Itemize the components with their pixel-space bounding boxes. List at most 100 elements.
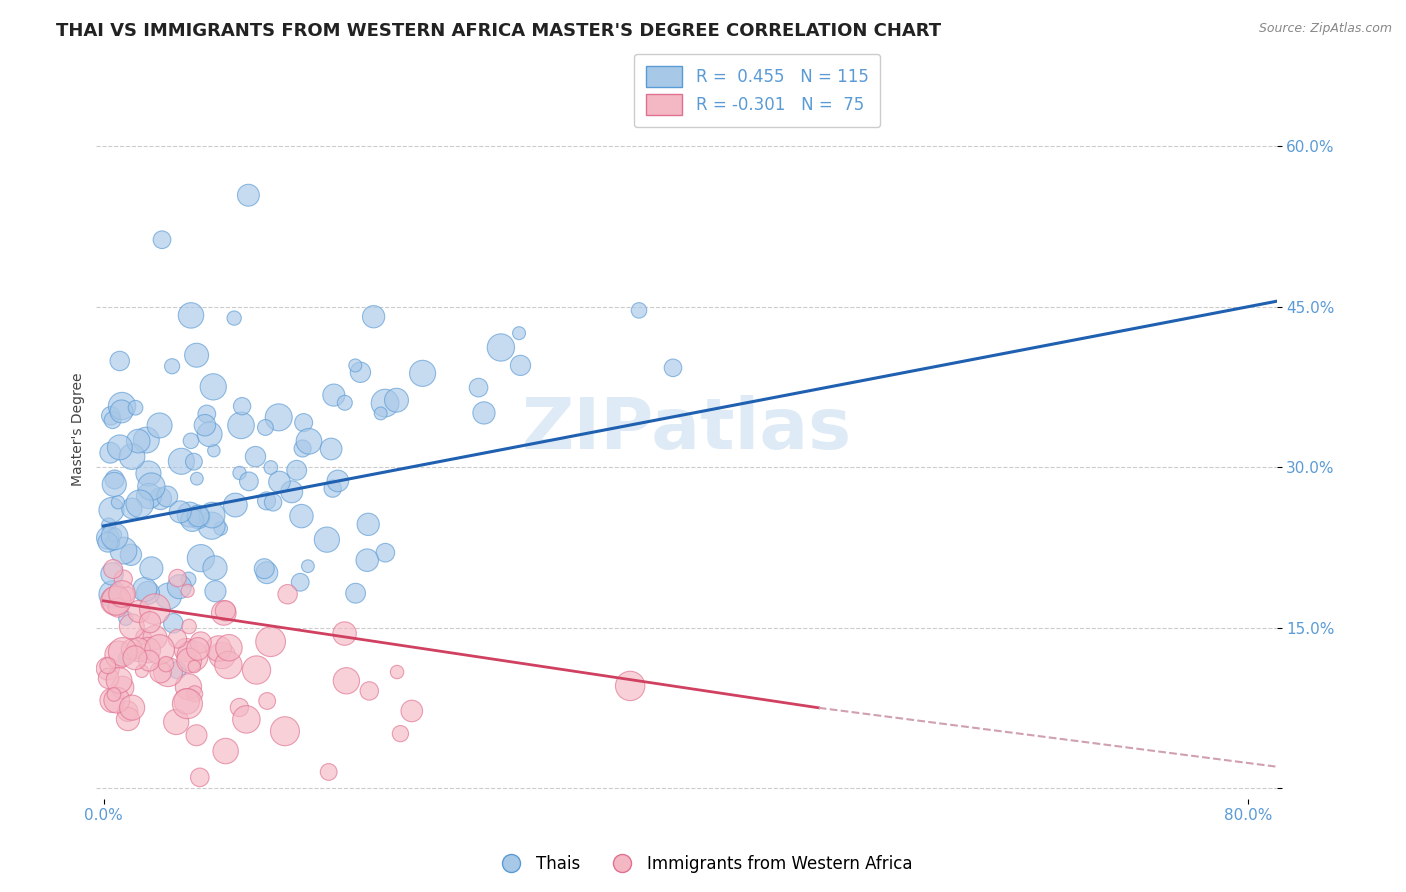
Point xyxy=(108,441,131,455)
Point xyxy=(467,381,489,395)
Point xyxy=(627,303,650,318)
Point xyxy=(169,580,191,594)
Point xyxy=(180,309,202,323)
Point xyxy=(128,497,150,511)
Point xyxy=(202,443,225,458)
Point xyxy=(112,543,135,558)
Point xyxy=(101,536,124,550)
Point xyxy=(120,548,142,562)
Point xyxy=(224,311,246,326)
Point xyxy=(177,619,200,633)
Point xyxy=(108,354,131,368)
Point xyxy=(186,348,208,362)
Point xyxy=(166,571,188,585)
Point xyxy=(256,494,278,508)
Y-axis label: Master's Degree: Master's Degree xyxy=(72,373,86,486)
Point xyxy=(132,630,155,644)
Point xyxy=(179,654,201,668)
Point xyxy=(217,658,239,673)
Point xyxy=(190,635,212,649)
Point xyxy=(135,433,157,447)
Point xyxy=(104,529,127,543)
Point xyxy=(619,679,641,693)
Point xyxy=(103,477,125,491)
Point xyxy=(138,489,160,503)
Point xyxy=(117,704,139,718)
Point xyxy=(100,503,122,517)
Point xyxy=(224,498,246,512)
Point xyxy=(121,700,143,714)
Point xyxy=(141,479,163,493)
Point xyxy=(128,604,150,618)
Point xyxy=(298,434,321,449)
Point xyxy=(117,712,139,726)
Point xyxy=(114,651,136,665)
Point xyxy=(165,714,187,729)
Point xyxy=(101,566,124,581)
Point xyxy=(385,665,408,679)
Point xyxy=(104,528,127,542)
Point xyxy=(183,455,205,469)
Point xyxy=(209,522,232,536)
Point xyxy=(374,546,396,560)
Point xyxy=(253,562,276,576)
Point xyxy=(105,693,128,707)
Point xyxy=(389,726,412,740)
Point xyxy=(128,642,150,657)
Point xyxy=(357,517,380,532)
Point xyxy=(318,764,340,779)
Point xyxy=(181,649,204,664)
Point xyxy=(176,697,198,711)
Point xyxy=(245,450,267,464)
Legend: R =  0.455   N = 115, R = -0.301   N =  75: R = 0.455 N = 115, R = -0.301 N = 75 xyxy=(634,54,880,127)
Point xyxy=(262,495,284,509)
Point xyxy=(187,642,209,657)
Point xyxy=(321,442,343,456)
Point xyxy=(104,594,127,608)
Point xyxy=(150,233,173,247)
Point xyxy=(200,518,222,533)
Point xyxy=(177,573,200,587)
Point xyxy=(176,694,198,708)
Point xyxy=(363,310,385,324)
Point xyxy=(322,482,344,496)
Point xyxy=(187,509,209,524)
Point xyxy=(166,663,188,677)
Point xyxy=(179,508,201,522)
Point xyxy=(201,508,224,522)
Point xyxy=(228,466,250,480)
Point xyxy=(97,662,120,676)
Point xyxy=(136,643,159,657)
Point xyxy=(214,604,236,618)
Point xyxy=(127,434,149,449)
Point xyxy=(190,551,212,566)
Point xyxy=(162,616,184,631)
Point xyxy=(107,648,129,662)
Point xyxy=(204,584,226,599)
Point xyxy=(260,460,283,475)
Point xyxy=(108,673,131,688)
Point xyxy=(385,393,408,408)
Point xyxy=(280,484,302,499)
Point xyxy=(202,380,225,394)
Point xyxy=(107,495,129,509)
Point xyxy=(111,399,134,413)
Point xyxy=(292,416,315,430)
Point xyxy=(141,561,163,575)
Point xyxy=(149,491,172,506)
Point xyxy=(121,642,143,657)
Point xyxy=(194,418,217,433)
Point xyxy=(97,535,120,549)
Point xyxy=(169,505,191,519)
Point xyxy=(111,681,134,695)
Point xyxy=(235,713,257,727)
Point xyxy=(139,615,162,630)
Point xyxy=(277,587,299,601)
Point xyxy=(274,724,297,739)
Point xyxy=(401,704,423,718)
Point xyxy=(97,658,120,673)
Point xyxy=(124,650,146,665)
Point xyxy=(166,632,188,646)
Point xyxy=(124,401,146,415)
Point xyxy=(156,490,179,504)
